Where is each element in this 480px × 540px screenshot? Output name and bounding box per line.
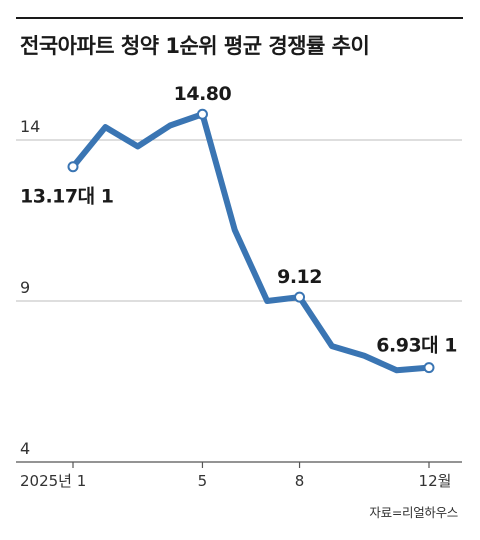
- data-point: [294, 291, 306, 303]
- y-tick-label: 14: [20, 117, 40, 136]
- data-label: 9.12: [277, 266, 322, 288]
- source-note: 자료=리얼하우스: [369, 505, 458, 520]
- data-label: 13.17대 1: [20, 186, 113, 208]
- data-label: 14.80: [174, 83, 232, 105]
- x-tick-label: 8: [295, 472, 305, 490]
- data-point: [196, 108, 208, 120]
- y-tick-label: 9: [20, 278, 30, 297]
- series-line: [70, 111, 432, 374]
- y-tick-label: 4: [20, 439, 30, 458]
- data-label: 6.93대 1: [376, 335, 457, 357]
- data-point: [423, 362, 435, 374]
- x-tick-label: 12월: [419, 472, 452, 490]
- data-point: [67, 161, 79, 173]
- x-tick-label: 2025년 1: [20, 472, 86, 490]
- top-rule: [16, 17, 463, 19]
- chart-title: 전국아파트 청약 1순위 평균 경쟁률 추이: [20, 34, 370, 58]
- x-tick-label: 5: [198, 472, 208, 490]
